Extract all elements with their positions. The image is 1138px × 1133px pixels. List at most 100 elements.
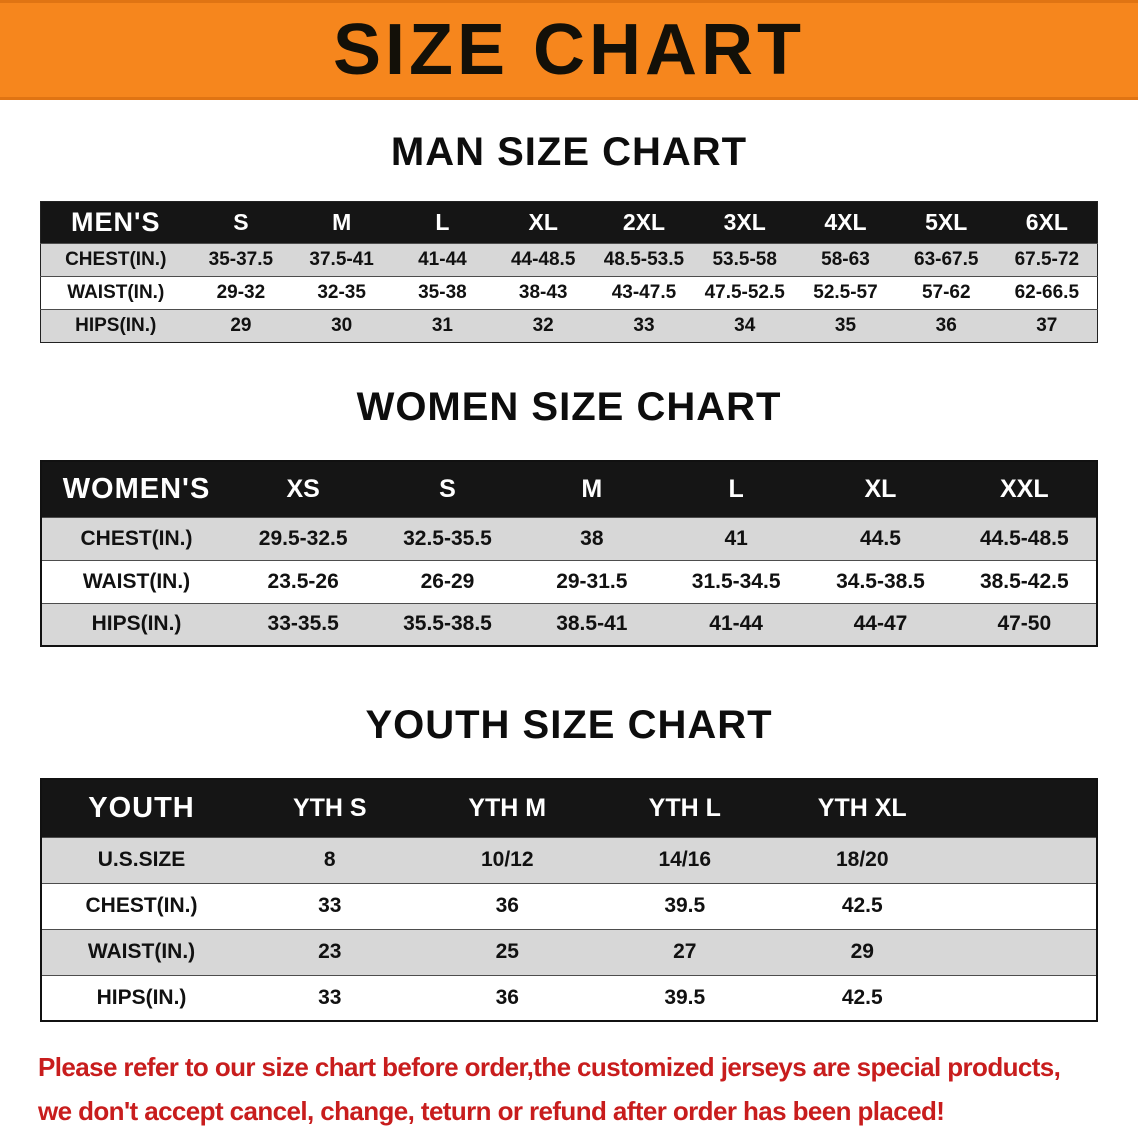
size-column-header: XS: [286, 474, 320, 503]
size-value: 38: [580, 526, 604, 550]
size-value: 23.5-26: [267, 569, 339, 593]
section-men: MAN SIZE CHART MEN'S S M L XL 2XL 3XL 4XL 5XL 6XL…: [0, 130, 1138, 343]
size-value: 29-31.5: [556, 569, 628, 593]
size-value: 41: [724, 526, 748, 550]
size-value: 41-44: [709, 612, 763, 636]
size-value: 47.5-52.5: [704, 282, 785, 303]
size-value: 34: [734, 315, 756, 336]
filler-cell: [951, 929, 1097, 975]
row-label: HIPS(IN.): [91, 612, 182, 636]
size-value: 29-32: [216, 282, 266, 303]
row-label: WAIST(IN.): [67, 282, 165, 303]
size-value: 38-43: [518, 282, 568, 303]
table-row: WAIST(IN.) 29-32 32-35 35-38 38-43 43-47.5 47.…: [40, 276, 1098, 310]
row-label: WAIST(IN.): [82, 569, 191, 593]
size-value: 29: [850, 940, 874, 963]
size-column-header: 2XL: [622, 209, 666, 235]
size-value: 10/12: [480, 848, 534, 871]
filler-cell: [951, 837, 1097, 883]
size-value: 35: [834, 315, 857, 336]
size-value: 35-38: [418, 282, 467, 303]
size-value: 35-37.5: [208, 249, 274, 270]
size-value: 42.5: [841, 894, 883, 917]
size-value: 41-44: [418, 249, 467, 270]
notice-line-1: Please refer to our size chart before or…: [38, 1052, 1061, 1082]
men-section-heading: MAN SIZE CHART: [390, 130, 748, 174]
table-row: HIPS(IN.) 33 36 39.5 42.5: [41, 975, 1097, 1021]
men-size-table: MEN'S S M L XL 2XL 3XL 4XL 5XL 6XL CHEST(IN.) 35-37…: [40, 201, 1098, 343]
filler-cell: [951, 883, 1097, 929]
size-value: 63-67.5: [914, 249, 979, 270]
size-value: 32.5-35.5: [403, 526, 492, 550]
size-value: 35.5-38.5: [403, 612, 492, 636]
size-value: 32-35: [317, 282, 366, 303]
size-value: 58-63: [821, 249, 870, 270]
table-row: CHEST(IN.) 29.5-32.5 32.5-35.5 38 41 44.5 44.5…: [41, 517, 1097, 560]
table-row: HIPS(IN.) 29 30 31 32 33 34 35 36 37: [40, 309, 1098, 343]
size-value: 33: [318, 894, 342, 917]
table-title-cell: WOMEN'S: [62, 472, 211, 505]
table-title-cell: MEN'S: [71, 207, 161, 237]
table-row: CHEST(IN.) 35-37.5 37.5-41 41-44 44-48.5 48.5…: [40, 243, 1098, 277]
section-women: WOMEN SIZE CHART WOMEN'S XS S M L XL XXL CHEST(…: [0, 385, 1138, 647]
size-column-header: 3XL: [723, 209, 766, 235]
size-value: 29.5-32.5: [258, 526, 348, 550]
row-label: CHEST(IN.): [85, 894, 198, 917]
size-value: 26-29: [420, 569, 475, 593]
size-value: 52.5-57: [813, 282, 878, 303]
size-column-header: 5XL: [925, 209, 968, 235]
size-value: 25: [495, 940, 519, 963]
table-header-row: YOUTH YTH S YTH M YTH L YTH XL: [41, 779, 1097, 837]
size-value: 29: [230, 315, 252, 336]
size-value: 31.5-34.5: [691, 569, 781, 593]
size-value: 36: [935, 315, 957, 336]
size-value: 34.5-38.5: [836, 569, 925, 593]
size-column-header: XL: [864, 474, 897, 503]
size-column-header: XL: [528, 209, 558, 235]
size-value: 31: [431, 315, 453, 336]
size-value: 48.5-53.5: [603, 249, 685, 270]
size-value: 8: [323, 848, 336, 871]
table-title-cell: YOUTH: [88, 791, 195, 824]
size-value: 62-66.5: [1014, 282, 1080, 303]
section-youth: YOUTH SIZE CHART YOUTH YTH S YTH M YTH L YTH…: [0, 703, 1138, 1022]
size-value: 36: [495, 985, 519, 1009]
size-value: 53.5-58: [712, 249, 777, 270]
size-value: 42.5: [841, 985, 883, 1009]
size-column-header: YTH XL: [817, 793, 907, 822]
size-value: 37: [1036, 315, 1058, 336]
size-column-header: YTH L: [648, 793, 721, 822]
size-value: 30: [331, 315, 353, 336]
size-column-header: YTH M: [468, 793, 547, 822]
table-row: U.S.SIZE 8 10/12 14/16 18/20: [41, 837, 1097, 883]
row-label: CHEST(IN.): [65, 249, 167, 270]
filler-cell: [951, 975, 1097, 1021]
table-header-row: WOMEN'S XS S M L XL XXL: [41, 461, 1097, 517]
size-value: 39.5: [664, 985, 706, 1009]
table-row: WAIST(IN.) 23.5-26 26-29 29-31.5 31.5-34.5 34…: [41, 560, 1097, 603]
size-value: 38.5-41: [556, 612, 628, 636]
table-row: HIPS(IN.) 33-35.5 35.5-38.5 38.5-41 41-44 44-…: [41, 603, 1097, 646]
row-label: U.S.SIZE: [97, 848, 186, 871]
filler-cell: [951, 779, 1097, 837]
size-value: 14/16: [658, 848, 712, 871]
banner-title: SIZE CHART: [333, 10, 805, 90]
size-column-header: L: [728, 474, 744, 503]
size-column-header: 6XL: [1025, 209, 1068, 235]
table-row: WAIST(IN.) 23 25 27 29: [41, 929, 1097, 975]
women-section-heading: WOMEN SIZE CHART: [356, 385, 782, 429]
table-row: CHEST(IN.) 33 36 39.5 42.5: [41, 883, 1097, 929]
size-value: 44.5: [860, 526, 901, 550]
size-column-header: S: [439, 474, 456, 503]
size-value: 37.5-41: [309, 249, 374, 270]
size-value: 23: [318, 940, 342, 963]
size-value: 36: [495, 894, 519, 917]
size-value: 44.5-48.5: [979, 526, 1069, 550]
size-value: 38.5-42.5: [979, 569, 1069, 593]
row-label: WAIST(IN.): [87, 940, 196, 963]
notice-line-2: we don't accept cancel, change, teturn o…: [38, 1095, 945, 1126]
size-value: 33-35.5: [267, 612, 339, 636]
women-size-table: WOMEN'S XS S M L XL XXL CHEST(IN.) 29.5-32.5 32.5…: [40, 460, 1098, 647]
row-label: HIPS(IN.): [96, 985, 187, 1009]
banner: SIZE CHART: [0, 0, 1138, 100]
